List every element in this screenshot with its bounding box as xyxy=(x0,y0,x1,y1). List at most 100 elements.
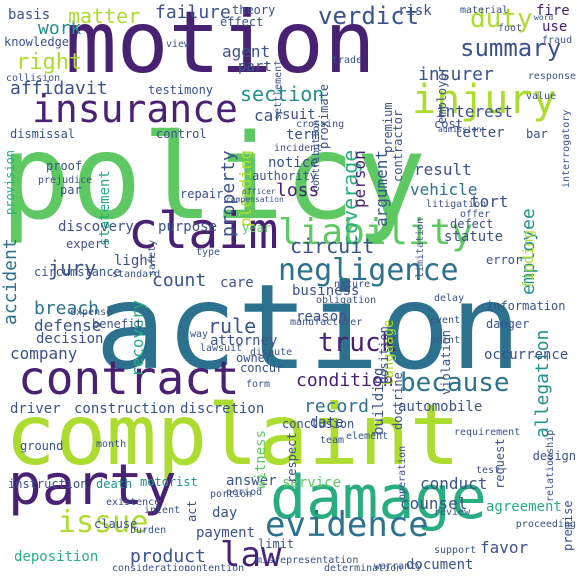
word-jury: jury xyxy=(48,256,97,280)
word-death: death xyxy=(96,477,133,491)
word-expert: expert xyxy=(66,237,110,251)
word-right: right xyxy=(16,50,83,75)
word-response: response xyxy=(527,71,576,82)
word-damage: damage xyxy=(270,463,487,533)
word-rule: rule xyxy=(208,314,257,338)
word-contribution: contribution xyxy=(311,120,322,193)
word-matter: matter xyxy=(68,4,141,28)
word-contract: contract xyxy=(18,351,240,405)
word-determination: determination xyxy=(324,563,403,574)
word-agent: agent xyxy=(222,42,271,61)
word-day: day xyxy=(212,505,238,521)
word-event: event xyxy=(430,315,461,326)
word-collision: collision xyxy=(6,73,61,84)
word-litigation: litigation xyxy=(426,199,487,210)
word-work: work xyxy=(38,18,82,39)
word-repair: repair xyxy=(180,187,224,201)
word-recovery: recovery xyxy=(128,300,147,378)
word-burden: burden xyxy=(130,525,167,536)
word-point: point xyxy=(430,335,461,346)
word-delay: delay xyxy=(434,293,465,304)
word-letter: letter xyxy=(454,125,505,141)
word-deposition: deposition xyxy=(14,549,99,565)
word-design: design xyxy=(532,449,576,463)
word-person: person xyxy=(350,150,369,208)
word-offer: offer xyxy=(460,209,491,220)
word-record: record xyxy=(304,396,370,417)
word-because: because xyxy=(400,368,510,398)
word-owner: owner xyxy=(236,351,273,365)
word-consideration: consideration xyxy=(112,563,191,574)
word-failure: failure xyxy=(155,2,231,23)
word-conclusion: conclusion xyxy=(282,417,355,431)
word-element: element xyxy=(346,431,389,442)
word-knowledge: knowledge xyxy=(4,35,70,49)
word-defense: defense xyxy=(34,316,102,335)
word-contractor: contractor xyxy=(391,110,405,183)
word-employer: employer xyxy=(435,66,449,124)
word-liability: liability xyxy=(278,212,474,253)
word-driver: driver xyxy=(10,401,61,417)
word-statute: statute xyxy=(444,229,504,245)
word-date: date xyxy=(310,415,344,431)
word-discovery: discovery xyxy=(58,219,134,235)
word-error: error xyxy=(486,253,523,267)
word-part: part xyxy=(238,59,272,75)
word-basis: basis xyxy=(8,7,51,23)
word-circuit: circuit xyxy=(290,234,375,258)
word-dispute: dispute xyxy=(250,347,293,358)
word-limitation: limitation xyxy=(415,218,426,279)
word-cost: cost xyxy=(434,117,463,131)
word-issue: issue xyxy=(58,505,149,540)
word-breach: breach xyxy=(34,298,100,319)
word-incident: incident xyxy=(274,143,323,154)
word-loss: loss xyxy=(276,180,320,201)
word-officer: officer xyxy=(242,187,276,196)
word-nature: nature xyxy=(334,279,371,290)
word-intent: intent xyxy=(144,505,181,516)
word-portion: portion xyxy=(210,489,253,500)
word-instruction: instruction xyxy=(8,477,88,491)
word-use: use xyxy=(542,19,568,35)
word-law: law xyxy=(220,535,282,575)
word-standard: standard xyxy=(112,269,161,280)
word-clause: clause xyxy=(94,517,138,531)
word-reason: reason xyxy=(296,309,347,325)
word-count: count xyxy=(152,270,207,291)
word-result: result xyxy=(414,160,472,179)
word-position: position xyxy=(377,326,391,384)
word-interrogatory: interrogatory xyxy=(561,110,572,189)
word-circumstance: circumstance xyxy=(34,265,121,279)
word-period: period xyxy=(226,487,263,498)
word-purpose: purpose xyxy=(158,219,218,235)
word-business: business xyxy=(292,283,360,299)
word-provision: provision xyxy=(3,150,17,216)
word-requirement: requirement xyxy=(454,427,521,438)
word-way: way xyxy=(190,329,209,340)
word-insurer: insurer xyxy=(418,64,494,85)
word-section: section xyxy=(240,82,325,106)
word-affidavit: affidavit xyxy=(10,78,108,99)
word-manufacturer: manufacturer xyxy=(290,317,363,328)
word-negligence: negligence xyxy=(278,253,459,288)
word-operation: operation xyxy=(397,446,408,501)
word-complaint: complaint xyxy=(5,386,461,484)
word-dismissal: dismissal xyxy=(10,127,76,141)
word-warranty: warranty xyxy=(374,561,423,572)
word-concur: concur xyxy=(240,361,284,375)
word-answer: answer xyxy=(226,473,277,489)
word-expense: expense xyxy=(70,307,113,318)
word-month: month xyxy=(96,439,127,450)
word-risk: risk xyxy=(398,3,432,19)
word-counsel: counsel xyxy=(400,494,468,513)
word-information: information xyxy=(486,299,566,313)
word-word: word xyxy=(534,13,554,22)
word-witness: witness xyxy=(253,430,269,490)
word-injury: injury xyxy=(412,77,557,123)
word-fire: fire xyxy=(536,3,570,19)
word-type: type xyxy=(196,247,221,258)
word-agreement: agreement xyxy=(486,499,562,515)
word-trade: trade xyxy=(332,55,363,66)
word-decision: decision xyxy=(36,331,104,347)
